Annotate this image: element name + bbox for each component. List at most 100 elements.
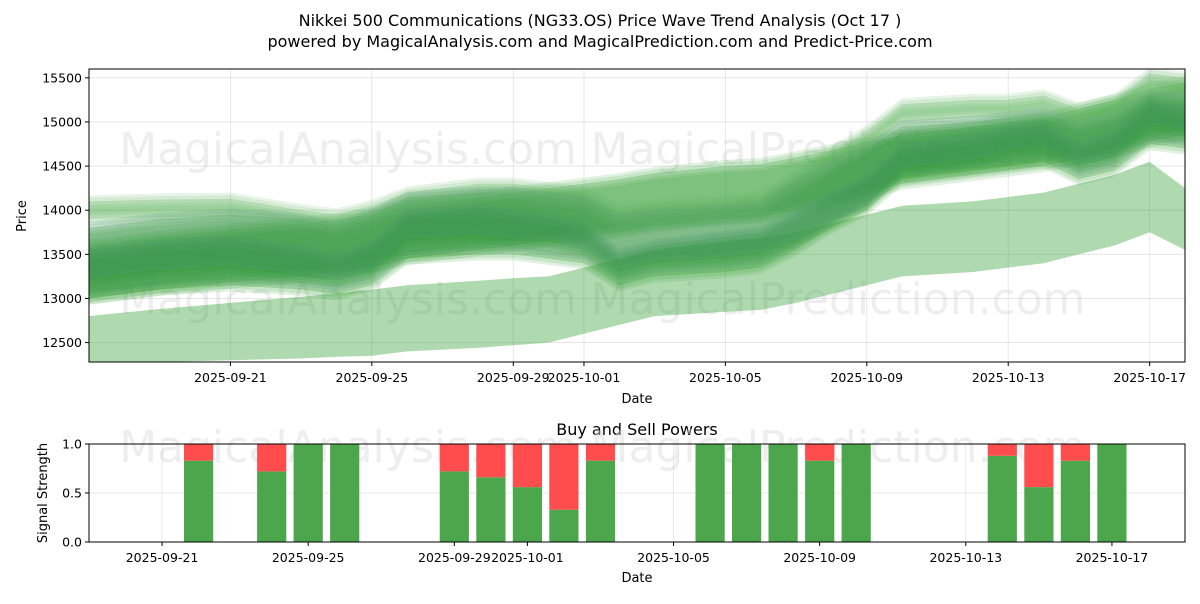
y-tick-label: 12500: [42, 335, 82, 350]
ghost-band: [89, 90, 1185, 296]
buy-bar: [330, 444, 360, 542]
buy-bar: [184, 460, 214, 542]
x-tick-label: 2025-10-09: [783, 550, 856, 565]
sell-bar: [184, 444, 214, 461]
sell-bar: [805, 444, 835, 461]
sell-bar: [512, 444, 542, 488]
sell-bar: [987, 444, 1017, 456]
bottom-bars: [184, 444, 1127, 542]
buy-bar: [476, 477, 506, 542]
top-x-ticks: 2025-09-21 2025-09-25 2025-09-292025-10-01…: [194, 362, 1186, 385]
wave-band: [89, 76, 1185, 293]
bottom-chart-title: Buy and Sell Powers: [556, 420, 718, 439]
y-tick-label: 0.0: [62, 535, 82, 550]
buy-bar: [768, 444, 798, 542]
y-tick-label: 13000: [42, 291, 82, 306]
bottom-x-axis-label: Date: [621, 571, 652, 586]
top-y-ticks: 12500 13000 13500 14000 14500 15000 15500: [42, 70, 89, 350]
buy-bar: [549, 509, 579, 542]
y-tick-label: 13500: [42, 247, 82, 262]
y-tick-label: 15000: [42, 114, 82, 129]
x-tick-label: 2025-09-21: [126, 550, 199, 565]
x-tick-label: 2025-10-13: [972, 370, 1045, 385]
buy-bar: [439, 471, 469, 542]
wave-band: [89, 104, 1185, 281]
bottom-y-axis-label: Signal Strength: [36, 443, 51, 543]
wave-band: [89, 76, 1185, 236]
buy-bar: [293, 444, 323, 542]
x-tick-label: 2025-10-01: [548, 370, 621, 385]
x-tick-label: 2025-09-29: [418, 550, 491, 565]
x-tick-label: 2025-09-25: [336, 370, 409, 385]
y-tick-label: 1.0: [62, 437, 82, 452]
wave-band: [89, 110, 1185, 287]
buy-bar: [841, 444, 871, 542]
watermark-text: MagicalPrediction.com: [591, 274, 1086, 325]
sell-bar: [439, 444, 469, 472]
watermark-text: MagicalAnalysis.com: [119, 124, 577, 175]
sell-bar: [476, 444, 506, 478]
top-grid: [89, 69, 1185, 362]
wave-band: [89, 98, 1185, 275]
x-tick-label: 2025-10-17: [1076, 550, 1149, 565]
top-x-axis-label: Date: [621, 392, 652, 407]
x-tick-label: 2025-09-21: [194, 370, 267, 385]
x-tick-label: 2025-10-05: [637, 550, 710, 565]
wave-band: [89, 161, 1185, 362]
sell-bar: [585, 444, 616, 461]
x-tick-label: 2025-09-25: [272, 550, 345, 565]
buy-bar: [1024, 487, 1054, 542]
chart-subtitle: powered by MagicalAnalysis.com and Magic…: [267, 32, 932, 51]
buy-bar: [257, 471, 287, 542]
bottom-y-ticks: 0.0 0.5 1.0: [62, 437, 89, 550]
wave-band: [89, 89, 1185, 293]
buy-bar: [1060, 460, 1090, 542]
ghost-band: [89, 99, 1185, 279]
wave-band: [89, 69, 1185, 229]
bottom-x-ticks: 2025-09-21 2025-09-25 2025-09-29 2025-10-01…: [126, 542, 1149, 565]
wave-band: [89, 78, 1185, 295]
sell-bar: [1060, 444, 1090, 461]
buy-bar: [987, 455, 1017, 542]
wave-band: [89, 99, 1185, 302]
wave-band: [89, 88, 1185, 305]
top-bands: [89, 69, 1185, 362]
wave-band: [89, 95, 1185, 299]
chart-title: Nikkei 500 Communications (NG33.OS) Pric…: [299, 11, 902, 30]
buy-bar: [585, 460, 616, 542]
buy-bar: [732, 444, 762, 542]
sell-bar: [257, 444, 287, 472]
sell-bar: [1024, 444, 1054, 488]
watermark-text: MagicalAnalysis.com: [119, 274, 577, 325]
watermark-text: MagicalPrediction.com: [591, 124, 1086, 175]
x-tick-label: 2025-10-01: [491, 550, 564, 565]
x-tick-label: 2025-10-13: [929, 550, 1002, 565]
wave-band: [89, 107, 1185, 285]
top-watermarks: MagicalAnalysis.com MagicalPrediction.co…: [119, 124, 1085, 325]
buy-bar: [512, 487, 542, 542]
wave-band: [89, 91, 1185, 295]
x-tick-label: 2025-10-09: [830, 370, 903, 385]
buy-bar: [695, 444, 725, 542]
buy-bar: [1097, 444, 1127, 542]
wave-band: [89, 100, 1185, 278]
wave-band: [89, 69, 1185, 227]
wave-band: [89, 82, 1185, 299]
y-tick-label: 15500: [42, 70, 82, 85]
wave-band: [89, 101, 1185, 305]
y-tick-label: 14000: [42, 203, 82, 218]
wave-band: [89, 73, 1185, 233]
x-tick-label: 2025-10-17: [1113, 370, 1186, 385]
y-tick-label: 0.5: [62, 486, 82, 501]
x-tick-label: 2025-09-29: [477, 370, 550, 385]
buy-bar: [805, 460, 835, 542]
top-y-axis-label: Price: [15, 200, 30, 232]
band-group: [89, 69, 1185, 362]
sell-bar: [549, 444, 579, 510]
wave-band: [89, 85, 1185, 302]
wave-band: [89, 79, 1185, 239]
top-plot-frame: [88, 68, 1186, 363]
y-tick-label: 14500: [42, 159, 82, 174]
